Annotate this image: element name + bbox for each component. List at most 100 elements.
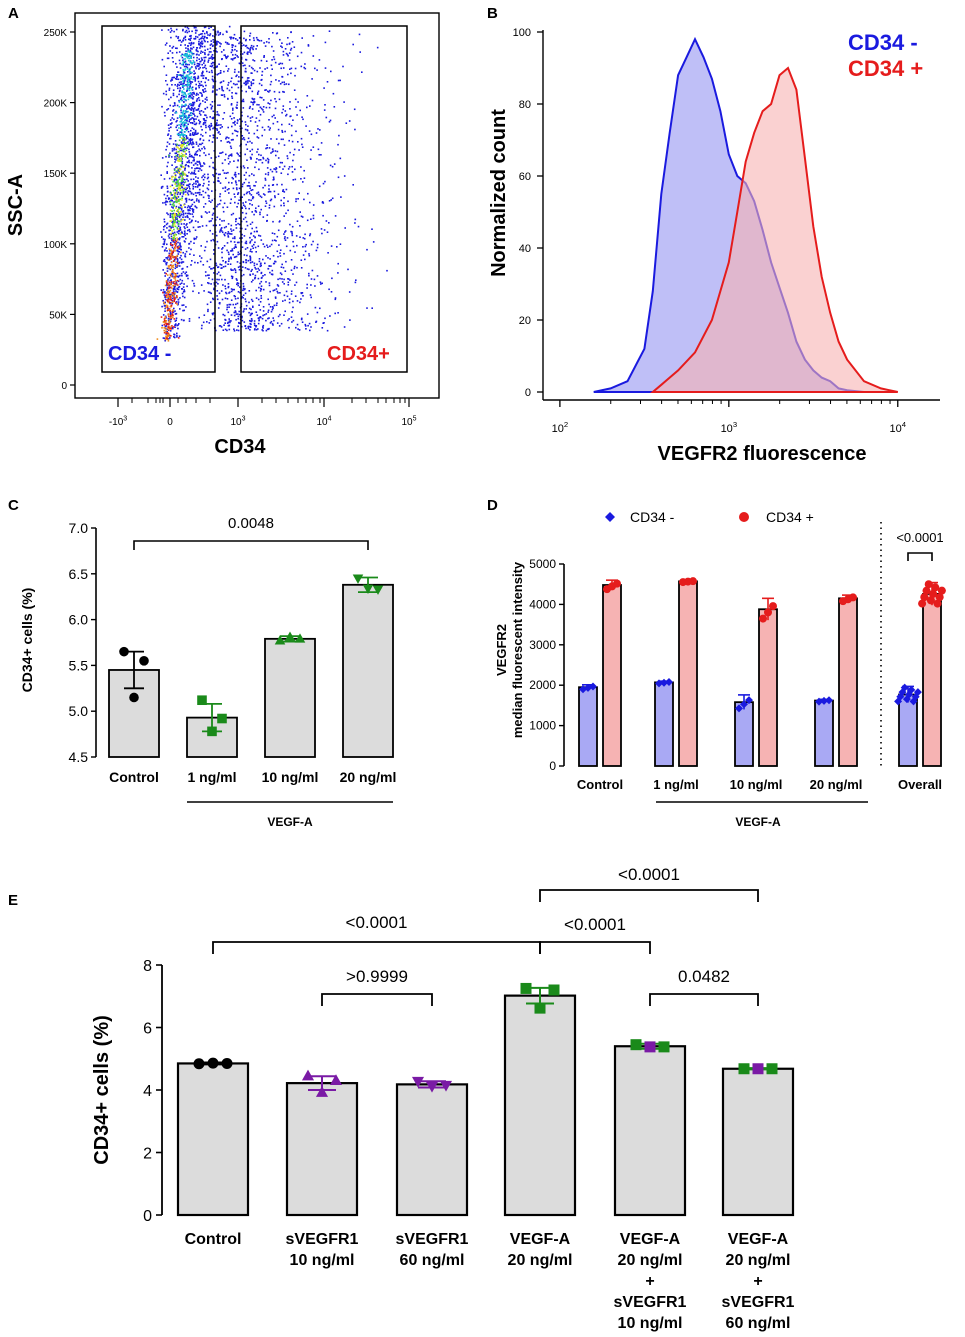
- cell-dot: [179, 89, 181, 92]
- cell-dot: [272, 176, 275, 179]
- cell-dot: [169, 119, 172, 121]
- data-point: [301, 1069, 315, 1081]
- cell-dot: [175, 159, 177, 161]
- cell-dot: [228, 181, 230, 184]
- x-tick-label: 102: [552, 420, 569, 435]
- cell-dot: [185, 191, 187, 193]
- cell-dot: [203, 26, 206, 29]
- cell-dot: [177, 74, 180, 76]
- cell-dot: [301, 321, 304, 323]
- cell-dot: [293, 46, 296, 48]
- cell-dot: [176, 201, 178, 204]
- cell-dot: [285, 212, 287, 215]
- cell-dot: [253, 98, 256, 100]
- cell-dot: [274, 195, 276, 197]
- cell-dot: [222, 313, 224, 316]
- cell-dot: [216, 137, 218, 139]
- cell-dot: [180, 175, 183, 178]
- cell-dot: [170, 232, 172, 235]
- cell-dot: [230, 103, 233, 105]
- cell-dot: [188, 318, 191, 320]
- cell-dot: [253, 324, 256, 327]
- cell-dot: [174, 313, 177, 315]
- cell-dot: [169, 203, 172, 206]
- cell-dot: [197, 80, 200, 83]
- cell-dot: [234, 310, 237, 312]
- cell-dot: [250, 248, 252, 251]
- cell-dot: [183, 37, 185, 40]
- cell-dot: [192, 112, 194, 115]
- cell-dot: [165, 90, 167, 93]
- cell-dot: [282, 54, 285, 56]
- cell-dot: [278, 166, 281, 168]
- data-point: [931, 583, 940, 592]
- cell-dot: [267, 268, 270, 270]
- cell-dot: [228, 25, 231, 28]
- cell-dot: [194, 115, 196, 117]
- cell-dot: [174, 256, 176, 258]
- cell-dot: [167, 283, 170, 285]
- cell-dot: [276, 322, 279, 324]
- cell-dot: [235, 246, 237, 249]
- cell-dot: [172, 240, 174, 243]
- cell-dot: [235, 181, 237, 184]
- cell-dot: [231, 182, 233, 184]
- cell-dot: [189, 39, 192, 41]
- cell-dot: [204, 191, 207, 194]
- cell-dot: [239, 286, 241, 288]
- cell-dot: [253, 230, 256, 233]
- cell-dot: [323, 87, 325, 89]
- cell-dot: [201, 75, 203, 77]
- cell-dot: [216, 89, 218, 91]
- cell-dot: [178, 202, 181, 205]
- cell-dot: [189, 50, 192, 53]
- cell-dot: [187, 161, 190, 163]
- y-tick-label: 0: [61, 381, 67, 392]
- cell-dot: [180, 152, 183, 155]
- cell-dot: [237, 284, 239, 287]
- y-tick-label: 60: [519, 171, 531, 183]
- cell-dot: [179, 164, 182, 167]
- cell-dot: [182, 212, 185, 215]
- cell-dot: [239, 118, 241, 120]
- cell-dot: [166, 274, 169, 276]
- cell-dot: [169, 327, 171, 329]
- cell-dot: [196, 56, 198, 59]
- cell-dot: [188, 143, 190, 146]
- cell-dot: [254, 121, 257, 123]
- data-point: [534, 1002, 546, 1014]
- cell-dot: [196, 192, 199, 194]
- cell-dot: [176, 249, 179, 251]
- cell-dot: [271, 184, 274, 186]
- cell-dot: [224, 232, 227, 234]
- cell-dot: [211, 105, 214, 107]
- cell-dot: [234, 48, 236, 51]
- cell-dot: [336, 246, 338, 248]
- cell-dot: [249, 250, 252, 253]
- cell-dot: [225, 65, 228, 67]
- bar-group-3: [503, 994, 577, 1217]
- cell-dot: [194, 229, 197, 231]
- cell-dot: [209, 229, 211, 232]
- cell-dot: [175, 148, 177, 151]
- cell-dot: [169, 209, 172, 212]
- cell-dot: [251, 153, 253, 156]
- cell-dot: [180, 120, 182, 123]
- cell-dot: [185, 149, 188, 152]
- cell-dot: [202, 74, 205, 77]
- cell-dot: [171, 293, 174, 296]
- cell-dot: [304, 63, 306, 65]
- cell-dot: [262, 275, 264, 277]
- cell-dot: [187, 77, 189, 79]
- cell-dot: [206, 31, 208, 33]
- cell-dot: [165, 280, 168, 282]
- cell-dot: [236, 166, 239, 169]
- cell-dot: [210, 292, 212, 295]
- cell-dot: [198, 104, 201, 106]
- cell-dot: [212, 174, 214, 176]
- cell-dot: [256, 230, 258, 233]
- cell-dot: [182, 121, 185, 123]
- cell-dot: [231, 125, 233, 128]
- cell-dot: [166, 227, 168, 229]
- cell-dot: [168, 286, 170, 288]
